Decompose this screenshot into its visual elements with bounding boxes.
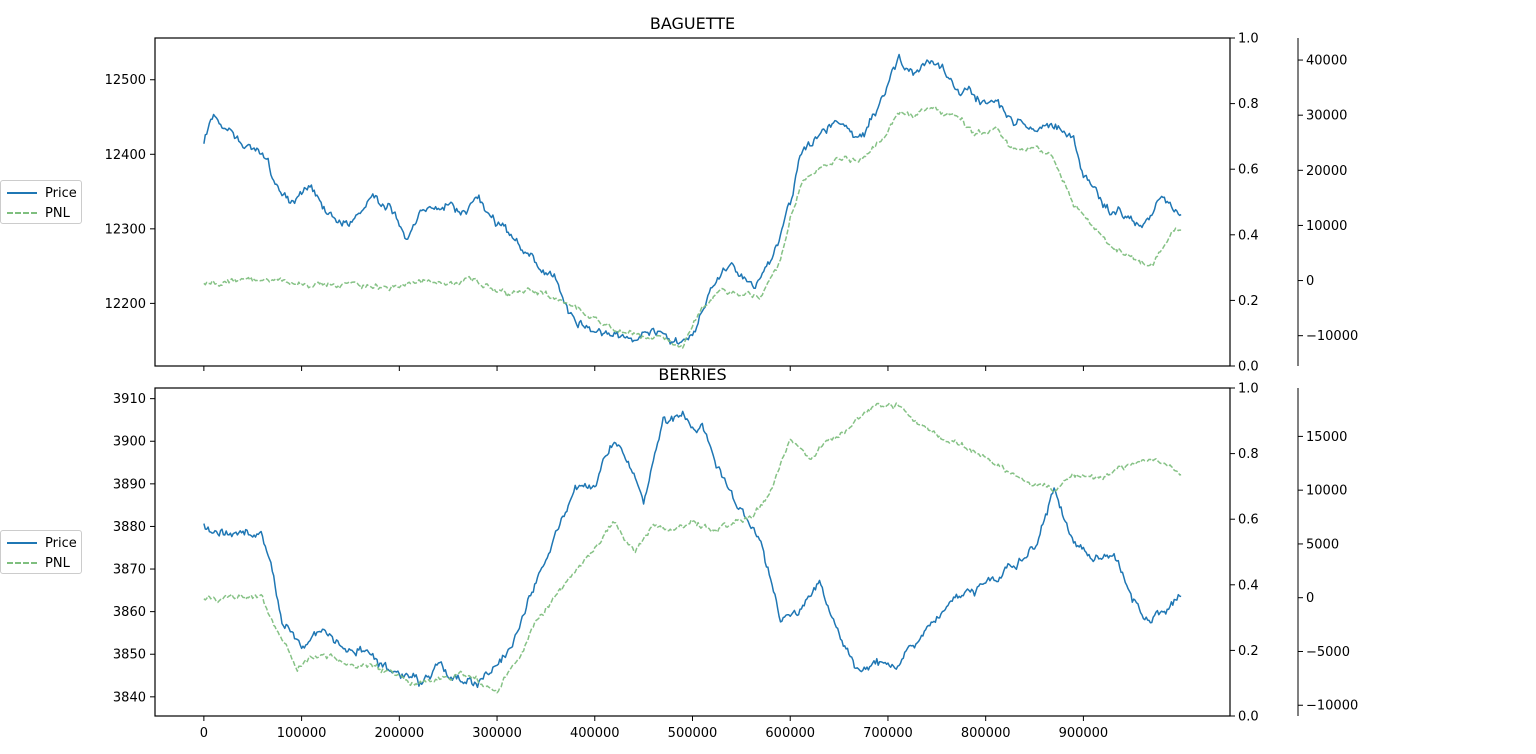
pnl-axis-tick-label: 5000 xyxy=(1306,537,1339,552)
chart-title: BAGUETTE xyxy=(650,14,735,33)
price-axis-tick-label: 12500 xyxy=(105,73,146,88)
pnl-axis-tick-label: 0 xyxy=(1306,274,1314,289)
unit-axis-tick-label: 0.0 xyxy=(1238,360,1259,375)
unit-axis-tick-label: 0.4 xyxy=(1238,578,1259,593)
chart-title: BERRIES xyxy=(658,365,726,384)
pnl-axis-tick-label: 15000 xyxy=(1306,430,1347,445)
legend-label-price: Price xyxy=(45,535,77,551)
pnl-series-line xyxy=(203,105,1182,349)
price-axis-tick-label: 3910 xyxy=(113,392,146,407)
baguette-legend: Price PNL xyxy=(0,180,82,224)
unit-axis-tick-label: 0.8 xyxy=(1238,447,1259,462)
legend-label-price: Price xyxy=(45,185,77,201)
price-axis-tick-label: 12400 xyxy=(105,148,146,163)
unit-axis-tick-label: 0.0 xyxy=(1238,710,1259,725)
price-axis-tick-label: 3900 xyxy=(113,435,146,450)
price-axis-tick-label: 12200 xyxy=(105,297,146,312)
price-series-line xyxy=(203,53,1182,345)
berries-chart: BERRIES 3840 3850 3860 3870 3880 3890 3900 3910 0… xyxy=(113,365,1358,741)
unit-axis-tick-label: 0.6 xyxy=(1238,163,1259,178)
price-axis-tick-label: 12300 xyxy=(105,222,146,237)
legend-entry-pnl: PNL xyxy=(7,554,70,572)
price-series-line xyxy=(203,410,1182,689)
pnl-axis-tick-label: 10000 xyxy=(1306,219,1347,234)
unit-axis-tick-label: 1.0 xyxy=(1238,32,1259,47)
plot-frame xyxy=(154,37,1231,367)
unit-axis-tick-label: 0.6 xyxy=(1238,513,1259,528)
pnl-axis-tick-label: 10000 xyxy=(1306,484,1347,499)
x-axis-tick-label: 400000 xyxy=(570,726,620,741)
price-axis-tick-label: 3850 xyxy=(113,648,146,663)
unit-axis-tick-label: 0.4 xyxy=(1238,228,1259,243)
price-line-swatch xyxy=(7,542,37,544)
x-axis-tick-label: 200000 xyxy=(374,726,424,741)
pnl-axis-tick-label: 20000 xyxy=(1306,164,1347,179)
pnl-line-swatch xyxy=(7,562,37,564)
berries-legend: Price PNL xyxy=(0,530,82,574)
x-axis-tick-label: 800000 xyxy=(961,726,1011,741)
x-axis-tick-label: 700000 xyxy=(863,726,913,741)
pnl-axis-tick-label: 0 xyxy=(1306,591,1314,606)
unit-axis-tick-label: 0.2 xyxy=(1238,294,1259,309)
pnl-axis-tick-label: −10000 xyxy=(1306,329,1358,344)
x-axis-tick-label: 300000 xyxy=(472,726,522,741)
x-axis-tick-label: 100000 xyxy=(277,726,327,741)
price-axis-tick-label: 3880 xyxy=(113,520,146,535)
legend-entry-price: Price xyxy=(7,184,77,202)
baguette-chart: BAGUETTE 12200 12300 12400 12500 0.0 0.2 0.4 0.6… xyxy=(105,14,1359,375)
price-axis-tick-label: 3860 xyxy=(113,605,146,620)
legend-entry-pnl: PNL xyxy=(7,204,70,222)
legend-label-pnl: PNL xyxy=(45,205,70,221)
legend-label-pnl: PNL xyxy=(45,555,70,571)
pnl-axis-tick-label: 30000 xyxy=(1306,109,1347,124)
unit-axis-tick-label: 0.2 xyxy=(1238,644,1259,659)
pnl-axis-tick-label: −10000 xyxy=(1306,699,1358,714)
legend-entry-price: Price xyxy=(7,534,77,552)
unit-axis-tick-label: 0.8 xyxy=(1238,97,1259,112)
x-axis-tick-label: 0 xyxy=(200,726,208,741)
unit-axis-tick-label: 1.0 xyxy=(1238,382,1259,397)
x-axis-tick-label: 600000 xyxy=(765,726,815,741)
plot-frame xyxy=(154,387,1231,717)
pnl-axis-tick-label: 40000 xyxy=(1306,54,1347,69)
pnl-axis-tick-label: −5000 xyxy=(1306,645,1350,660)
price-line-swatch xyxy=(7,192,37,194)
x-axis-tick-label: 900000 xyxy=(1059,726,1109,741)
pnl-line-swatch xyxy=(7,212,37,214)
price-axis-tick-label: 3870 xyxy=(113,563,146,578)
x-axis-tick-label: 500000 xyxy=(668,726,718,741)
price-axis-tick-label: 3840 xyxy=(113,690,146,705)
price-axis-tick-label: 3890 xyxy=(113,477,146,492)
pnl-series-line xyxy=(203,402,1182,694)
